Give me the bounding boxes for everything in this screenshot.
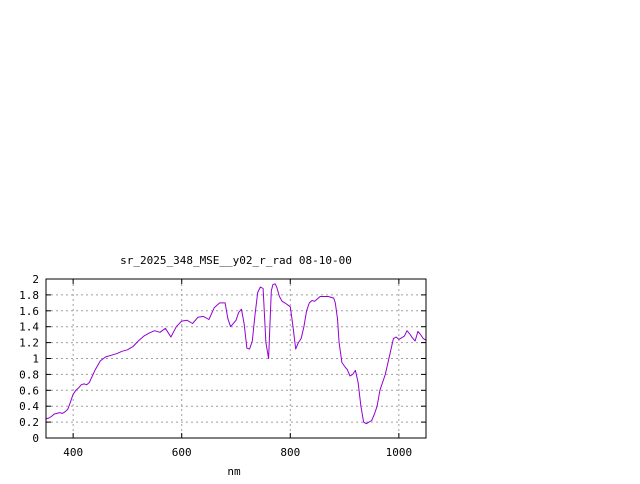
tick-layer [46,278,426,439]
y-tick-label: 2 [32,273,39,286]
x-axis-label: nm [227,465,241,478]
y-tick-label: 0.4 [19,400,39,413]
y-tick-label: 1.6 [19,305,39,318]
x-tick-label: 400 [63,446,83,459]
y-tick-label: 1.8 [19,289,39,302]
series-layer [45,283,427,425]
y-tick-label: 0.8 [19,368,39,381]
x-tick-label: 1000 [386,446,413,459]
chart-title: sr_2025_348_MSE__y02_r_rad 08-10-00 [120,254,352,267]
y-tick-label: 0.6 [19,384,39,397]
plot-frame [45,278,427,439]
y-tick-label: 0.2 [19,416,39,429]
x-tick-labels: 400 600 800 1000 [63,446,412,459]
y-tick-label: 0 [32,432,39,445]
x-tick-label: 600 [172,446,192,459]
series-line [45,283,427,425]
y-tick-labels: 0 0.2 0.4 0.6 0.8 1 1.2 1.4 1.6 1.8 2 [19,273,39,445]
y-tick-label: 1.2 [19,337,39,350]
grid-layer [46,279,426,438]
y-tick-label: 1.4 [19,321,39,334]
x-tick-label: 800 [280,446,300,459]
y-tick-label: 1 [32,353,39,366]
